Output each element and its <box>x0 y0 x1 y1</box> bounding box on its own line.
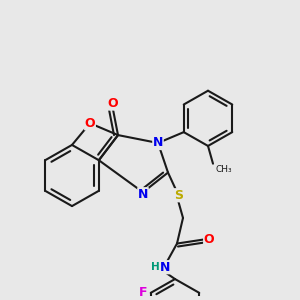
Text: F: F <box>139 286 147 299</box>
Text: CH₃: CH₃ <box>215 165 232 174</box>
Text: H: H <box>151 262 159 272</box>
Text: N: N <box>153 136 163 149</box>
Text: N: N <box>160 261 170 274</box>
Text: O: O <box>204 233 214 246</box>
Text: N: N <box>138 188 148 201</box>
Text: S: S <box>175 189 184 202</box>
Text: O: O <box>85 117 95 130</box>
Text: O: O <box>108 97 118 110</box>
